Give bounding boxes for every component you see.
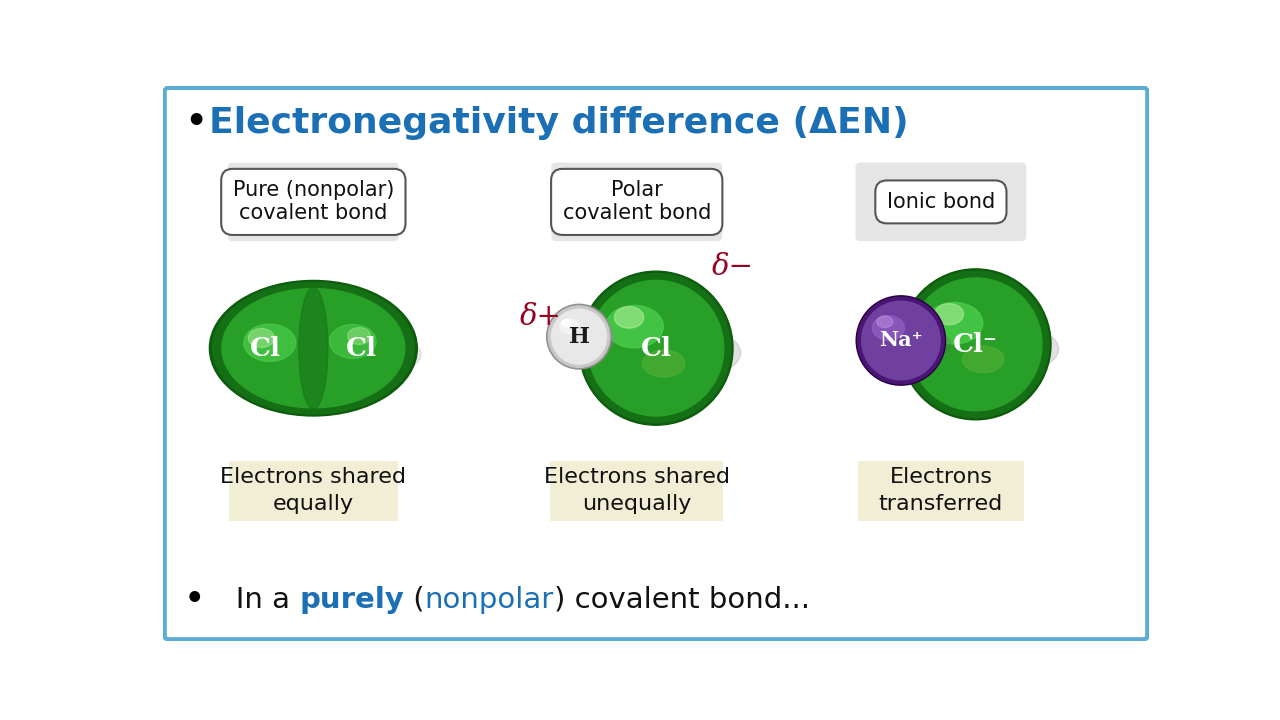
Ellipse shape bbox=[902, 271, 1048, 418]
Ellipse shape bbox=[877, 316, 893, 328]
Text: •: • bbox=[184, 585, 205, 614]
Text: Electronegativity difference (ΔEN): Electronegativity difference (ΔEN) bbox=[210, 106, 909, 140]
FancyBboxPatch shape bbox=[858, 461, 1024, 521]
Ellipse shape bbox=[872, 315, 905, 341]
Ellipse shape bbox=[210, 280, 417, 416]
Text: Polar
covalent bond: Polar covalent bond bbox=[563, 180, 710, 223]
Ellipse shape bbox=[562, 320, 572, 327]
Ellipse shape bbox=[581, 274, 731, 423]
Text: Electrons shared
unequally: Electrons shared unequally bbox=[544, 467, 730, 514]
Ellipse shape bbox=[579, 271, 733, 426]
Ellipse shape bbox=[858, 297, 945, 384]
Ellipse shape bbox=[579, 322, 741, 384]
Text: δ−: δ− bbox=[712, 253, 754, 282]
FancyBboxPatch shape bbox=[165, 88, 1147, 639]
Text: (: ( bbox=[404, 586, 425, 614]
Ellipse shape bbox=[214, 324, 421, 385]
Ellipse shape bbox=[248, 328, 274, 348]
Text: purely: purely bbox=[300, 586, 404, 614]
Ellipse shape bbox=[963, 346, 1004, 373]
Ellipse shape bbox=[547, 305, 612, 369]
Ellipse shape bbox=[221, 289, 404, 408]
Text: Ionic bond: Ionic bond bbox=[887, 192, 995, 212]
Ellipse shape bbox=[900, 319, 1059, 379]
Text: nonpolar: nonpolar bbox=[425, 586, 554, 614]
Text: Electrons
transferred: Electrons transferred bbox=[879, 467, 1004, 514]
Ellipse shape bbox=[552, 309, 607, 364]
Text: Cl: Cl bbox=[346, 336, 376, 361]
FancyBboxPatch shape bbox=[228, 163, 399, 241]
Ellipse shape bbox=[614, 307, 644, 328]
FancyBboxPatch shape bbox=[229, 461, 398, 521]
Text: δ+: δ+ bbox=[520, 303, 562, 331]
Text: H: H bbox=[568, 325, 590, 348]
Ellipse shape bbox=[861, 301, 941, 380]
Text: Cl: Cl bbox=[250, 336, 282, 361]
FancyBboxPatch shape bbox=[855, 163, 1027, 241]
Ellipse shape bbox=[927, 302, 983, 344]
Ellipse shape bbox=[559, 319, 579, 333]
Ellipse shape bbox=[856, 296, 946, 385]
Ellipse shape bbox=[298, 287, 328, 409]
Ellipse shape bbox=[548, 306, 609, 367]
Text: •: • bbox=[184, 106, 206, 139]
Ellipse shape bbox=[643, 350, 685, 377]
FancyBboxPatch shape bbox=[550, 461, 723, 521]
Ellipse shape bbox=[548, 327, 616, 353]
Ellipse shape bbox=[348, 328, 370, 344]
Text: Cl: Cl bbox=[640, 336, 672, 361]
Text: In a: In a bbox=[207, 586, 300, 614]
Ellipse shape bbox=[934, 304, 964, 325]
Ellipse shape bbox=[605, 305, 663, 348]
Ellipse shape bbox=[909, 278, 1042, 410]
Ellipse shape bbox=[329, 325, 376, 359]
Text: Electrons shared
equally: Electrons shared equally bbox=[220, 467, 406, 514]
Text: Cl⁻: Cl⁻ bbox=[954, 332, 998, 357]
Ellipse shape bbox=[858, 326, 951, 362]
FancyBboxPatch shape bbox=[552, 163, 722, 241]
Text: Na⁺: Na⁺ bbox=[879, 330, 923, 351]
Ellipse shape bbox=[212, 282, 415, 414]
Text: ) covalent bond...: ) covalent bond... bbox=[554, 586, 810, 614]
Ellipse shape bbox=[900, 269, 1051, 420]
Ellipse shape bbox=[589, 280, 723, 416]
Text: Pure (nonpolar)
covalent bond: Pure (nonpolar) covalent bond bbox=[233, 180, 394, 223]
Ellipse shape bbox=[243, 324, 296, 361]
